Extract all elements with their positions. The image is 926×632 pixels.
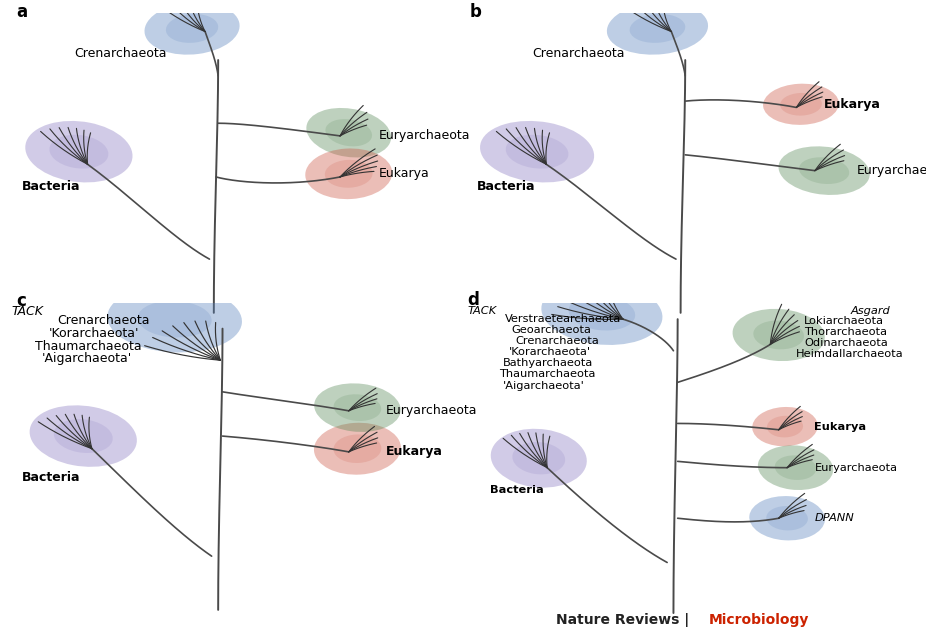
Ellipse shape	[314, 384, 401, 432]
Text: Bacteria: Bacteria	[491, 485, 544, 495]
Ellipse shape	[333, 394, 382, 421]
Ellipse shape	[314, 423, 401, 475]
Text: Lokiarchaeota: Lokiarchaeota	[804, 316, 884, 325]
Ellipse shape	[749, 496, 825, 540]
Text: Eukarya: Eukarya	[815, 422, 867, 432]
Ellipse shape	[166, 14, 219, 43]
Text: TACK: TACK	[468, 307, 496, 316]
Ellipse shape	[732, 309, 825, 361]
Text: Crenarchaeota: Crenarchaeota	[532, 47, 625, 60]
Ellipse shape	[480, 121, 594, 183]
Text: Verstraetearchaeota: Verstraetearchaeota	[505, 314, 621, 324]
Ellipse shape	[333, 434, 382, 463]
Text: Eukarya: Eukarya	[824, 98, 881, 111]
Ellipse shape	[767, 416, 803, 437]
Ellipse shape	[542, 281, 662, 345]
Ellipse shape	[757, 446, 833, 490]
Ellipse shape	[30, 405, 137, 467]
Text: Eukarya: Eukarya	[380, 167, 430, 180]
Ellipse shape	[307, 108, 391, 157]
Text: 'Korarchaeota': 'Korarchaeota'	[48, 327, 139, 340]
Ellipse shape	[799, 157, 849, 184]
Ellipse shape	[754, 320, 804, 349]
Text: c: c	[16, 292, 26, 310]
Ellipse shape	[107, 286, 242, 353]
Text: Crenarchaeota: Crenarchaeota	[75, 47, 167, 60]
Text: Bacteria: Bacteria	[22, 180, 81, 193]
Text: Thorarchaeota: Thorarchaeota	[804, 327, 887, 337]
Ellipse shape	[569, 295, 635, 331]
Ellipse shape	[325, 119, 372, 147]
Ellipse shape	[54, 419, 113, 453]
Ellipse shape	[779, 147, 870, 195]
Text: Crenarchaeota: Crenarchaeota	[57, 314, 150, 327]
Ellipse shape	[49, 135, 108, 169]
Text: 'Aigarchaeota': 'Aigarchaeota'	[42, 352, 132, 365]
Text: Thaumarchaeota: Thaumarchaeota	[499, 370, 595, 379]
Text: Bacteria: Bacteria	[22, 471, 81, 483]
Text: Odinarchaeota: Odinarchaeota	[804, 338, 888, 348]
Text: Thaumarchaeota: Thaumarchaeota	[35, 339, 142, 353]
Text: Geoarchaeota: Geoarchaeota	[511, 325, 592, 335]
Text: Microbiology: Microbiology	[708, 613, 808, 627]
Text: Euryarchaeota: Euryarchaeota	[857, 164, 926, 177]
Text: Crenarchaeota: Crenarchaeota	[516, 336, 599, 346]
Ellipse shape	[325, 160, 372, 188]
Text: 'Korarchaeota': 'Korarchaeota'	[509, 348, 592, 357]
Ellipse shape	[491, 428, 587, 488]
Text: Heimdallarchaeota: Heimdallarchaeota	[795, 349, 903, 359]
Ellipse shape	[630, 14, 685, 43]
Text: DPANN: DPANN	[815, 513, 854, 523]
Ellipse shape	[763, 83, 839, 125]
Text: Eukarya: Eukarya	[386, 446, 443, 458]
Ellipse shape	[512, 442, 565, 475]
Text: Euryarchaeota: Euryarchaeota	[386, 404, 477, 417]
Ellipse shape	[607, 3, 708, 54]
Ellipse shape	[752, 407, 818, 446]
Text: TACK: TACK	[11, 305, 44, 318]
Text: a: a	[16, 3, 27, 21]
Text: d: d	[468, 291, 479, 309]
Ellipse shape	[775, 456, 816, 480]
Text: Bathyarchaeota: Bathyarchaeota	[503, 358, 594, 368]
Text: Asgard: Asgard	[850, 307, 890, 316]
Ellipse shape	[780, 93, 822, 116]
Ellipse shape	[767, 506, 807, 530]
Ellipse shape	[144, 3, 240, 54]
Text: Bacteria: Bacteria	[477, 180, 535, 193]
Ellipse shape	[306, 149, 393, 199]
Text: Euryarchaeota: Euryarchaeota	[815, 463, 897, 473]
Text: Euryarchaeota: Euryarchaeota	[380, 130, 470, 142]
Text: b: b	[470, 3, 482, 21]
Text: 'Aigarchaeota': 'Aigarchaeota'	[503, 380, 585, 391]
Ellipse shape	[25, 121, 132, 183]
Ellipse shape	[138, 301, 212, 337]
Text: Nature Reviews |: Nature Reviews |	[556, 613, 694, 627]
Ellipse shape	[506, 135, 569, 169]
